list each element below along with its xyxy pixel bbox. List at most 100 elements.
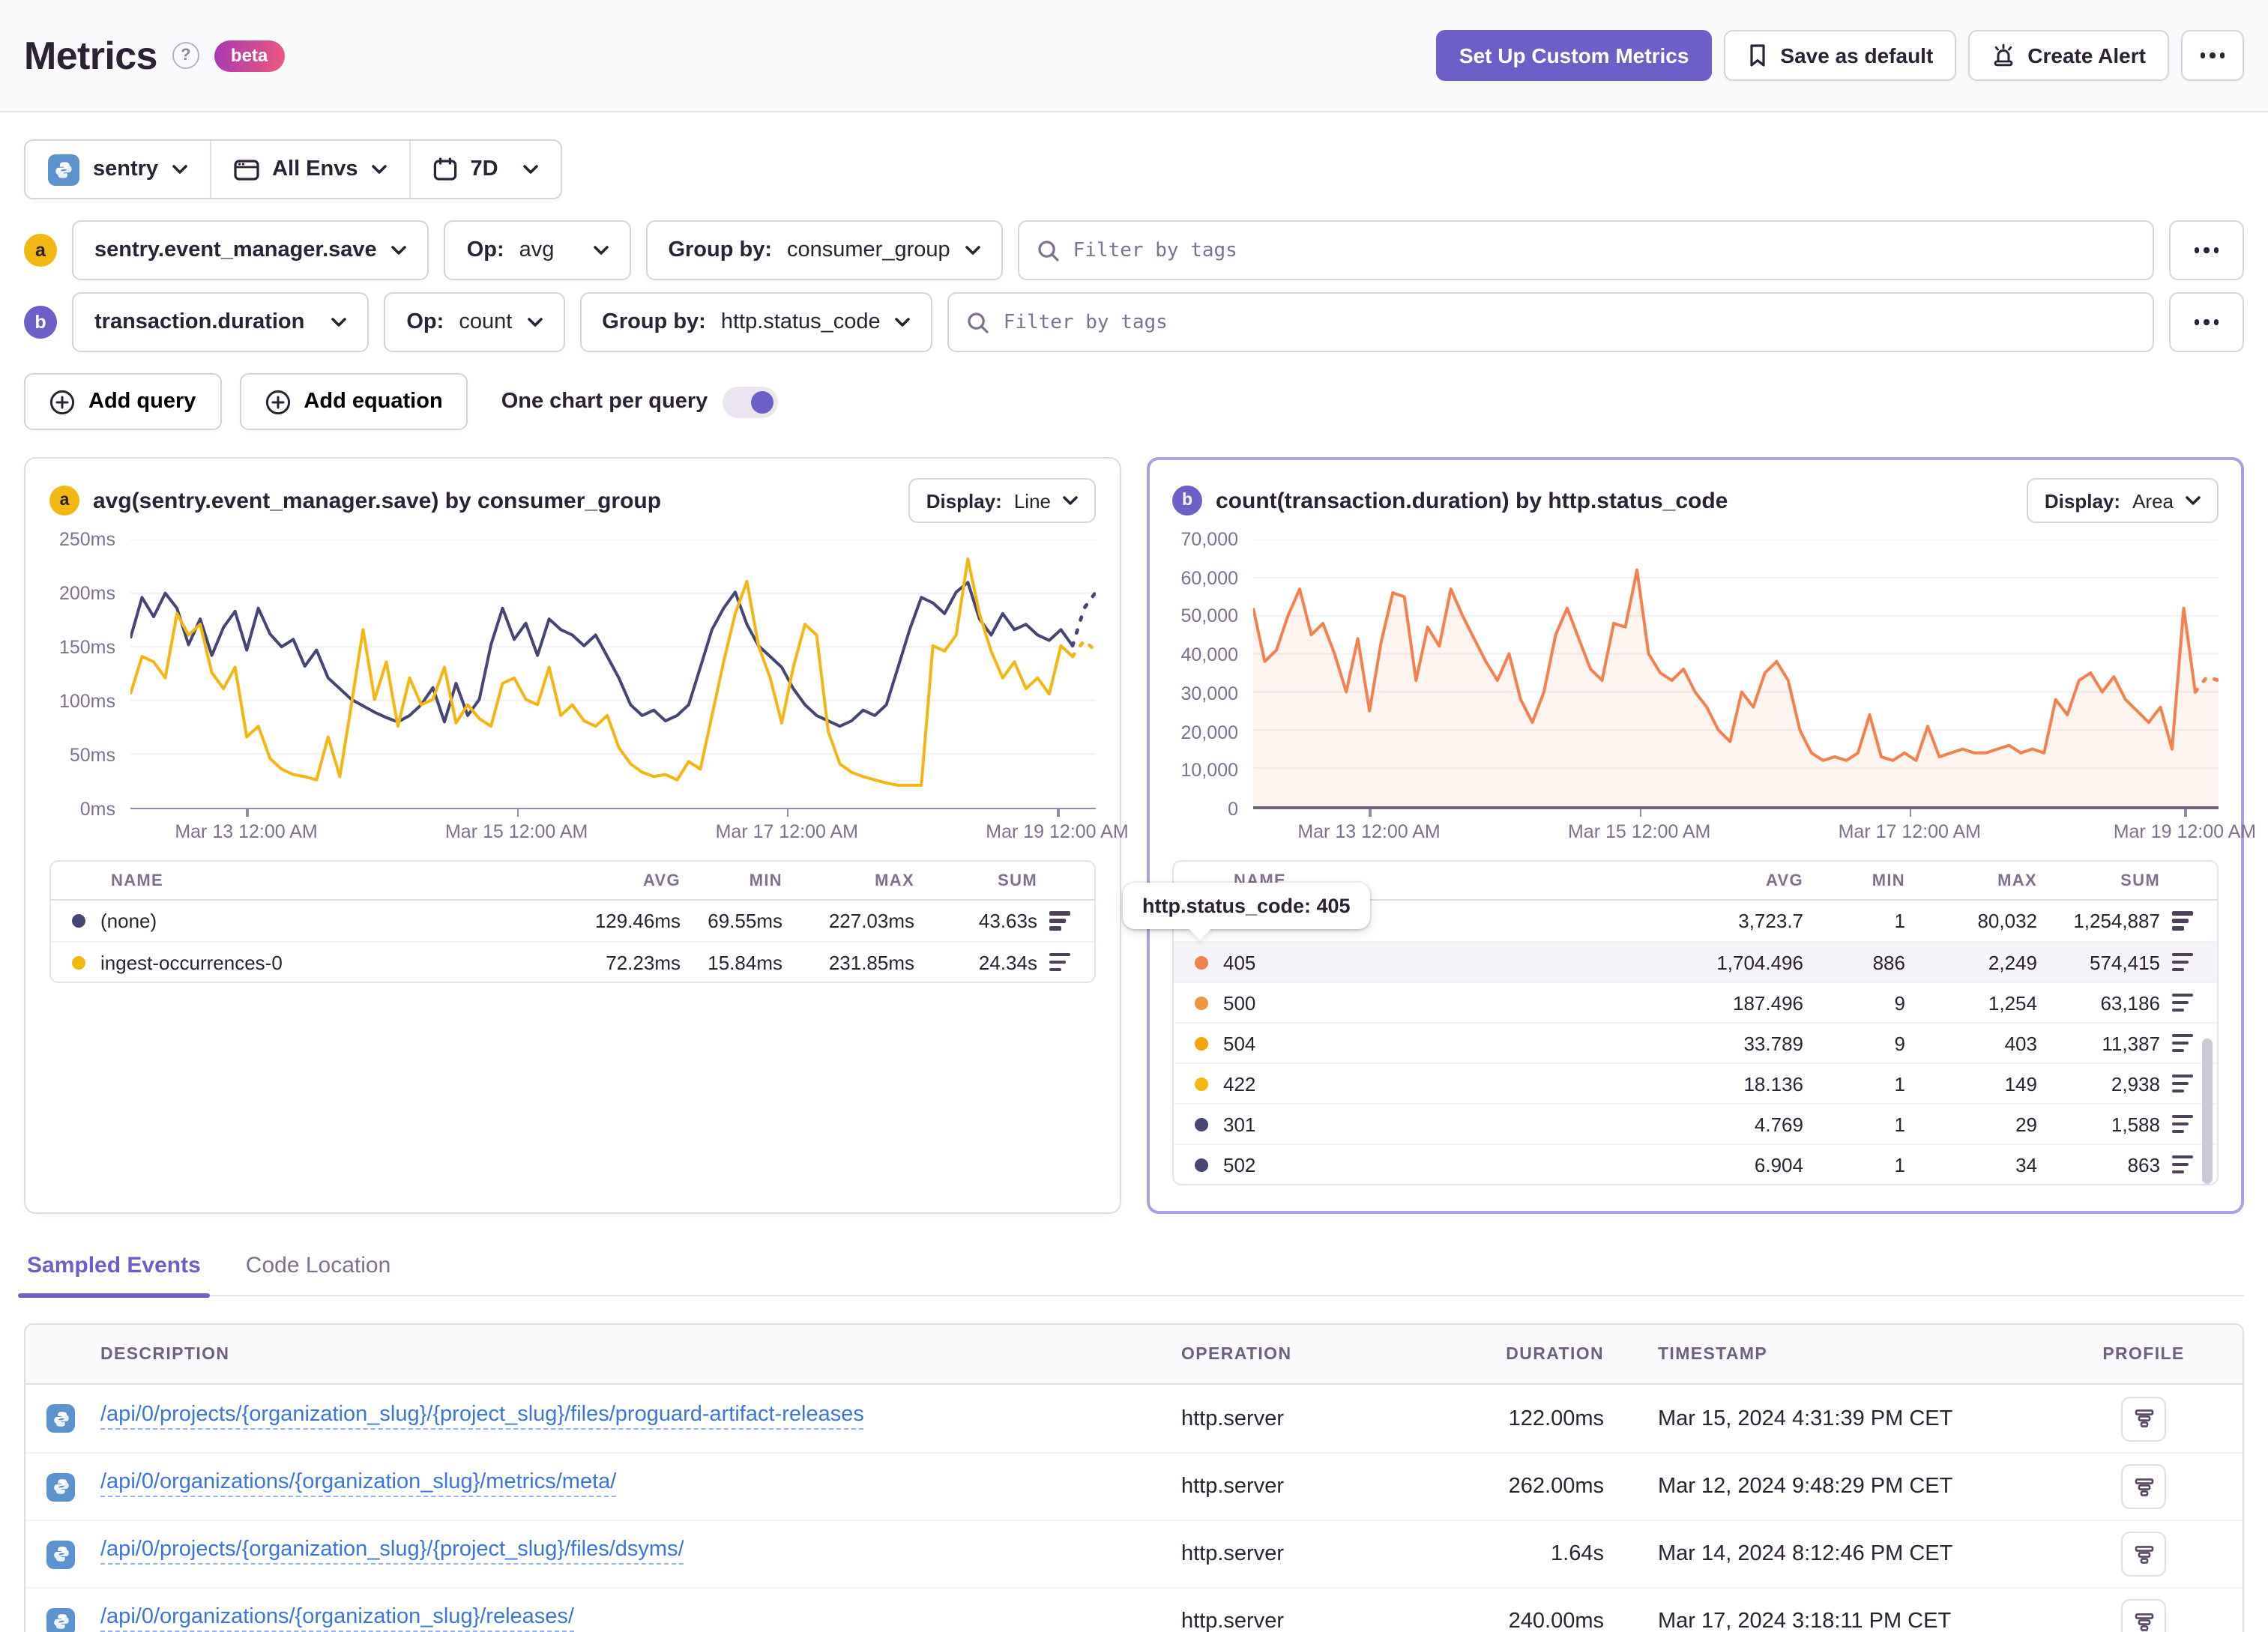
setup-custom-metrics-button[interactable]: Set Up Custom Metrics (1436, 30, 1712, 81)
series-row-405[interactable]: 405 1,704.496 886 2,249 574,415 (1174, 941, 2217, 982)
series-focus-icon[interactable] (2160, 952, 2217, 972)
query-actions-row: Add query Add equation One chart per que… (24, 373, 2244, 430)
python-project-icon (46, 1404, 75, 1433)
query-more-button-b[interactable] (2169, 292, 2244, 352)
query-row-b: b transaction.duration Op: count Group by… (24, 292, 2244, 352)
series-row-502[interactable]: 502 6.904 1 34 863 (1174, 1143, 2217, 1184)
event-description-link[interactable]: /api/0/projects/{organization_slug}/{pro… (100, 1402, 864, 1429)
series-focus-icon[interactable] (2160, 993, 2217, 1012)
series-row-422[interactable]: 422 18.136 1 149 2,938 (1174, 1063, 2217, 1103)
python-project-icon (48, 154, 79, 185)
one-chart-toggle[interactable] (723, 386, 779, 417)
chart-a-x-axis: Mar 13 12:00 AM Mar 15 12:00 AM Mar 17 12:… (130, 809, 1129, 848)
series-focus-icon[interactable] (2160, 1114, 2217, 1134)
query-row-a: a sentry.event_manager.save Op: avg Group… (24, 220, 2244, 280)
event-timestamp: Mar 15, 2024 4:31:39 PM CET (1658, 1406, 1953, 1430)
project-selector[interactable]: sentry (25, 141, 209, 198)
chart-a-series-table: NAME AVG MIN MAX SUM (none) 129.46ms 69.… (49, 860, 1096, 983)
chart-a-header: a avg(sentry.event_manager.save) by cons… (49, 478, 1096, 523)
series-row-none[interactable]: (none) 129.46ms 69.55ms 227.03ms 43.63s (51, 901, 1094, 941)
series-row-500[interactable]: 500 187.496 9 1,254 63,186 (1174, 982, 2217, 1022)
event-row: /api/0/organizations/{organization_slug}… (25, 1452, 2243, 1520)
tag-filter-input-b[interactable] (1003, 311, 2135, 333)
environment-selector[interactable]: All Envs (209, 141, 408, 198)
chart-b-title: count(transaction.duration) by http.stat… (1216, 488, 1728, 513)
profile-button[interactable] (2121, 1532, 2166, 1577)
date-range-selector[interactable]: 7D (408, 141, 561, 198)
add-equation-button[interactable]: Add equation (239, 373, 468, 430)
profile-button[interactable] (2121, 1599, 2166, 1632)
query-badge-a: a (24, 234, 57, 267)
charts-row: a avg(sentry.event_manager.save) by cons… (24, 457, 2256, 1214)
event-row: /api/0/organizations/{organization_slug}… (25, 1587, 2243, 1632)
series-color-dot (1195, 1158, 1208, 1171)
series-row-hidden[interactable]: 3,723.7 1 80,032 1,254,887 (1174, 901, 2217, 941)
hover-tooltip: http.status_code: 405 (1123, 883, 1370, 940)
chart-a-display-select[interactable]: Display: Line (908, 478, 1096, 523)
op-select-a[interactable]: Op: avg (444, 220, 631, 280)
siren-icon (1993, 43, 2012, 67)
chart-panel-b[interactable]: http.status_code: 405 b count(transactio… (1123, 457, 2256, 1214)
groupby-select-b[interactable]: Group by: http.status_code (579, 292, 933, 352)
chart-a-plot[interactable] (130, 540, 1096, 809)
ellipsis-icon (2194, 247, 2219, 253)
series-focus-icon[interactable] (1037, 911, 1094, 931)
series-focus-icon[interactable] (2160, 1074, 2217, 1093)
calendar-icon (433, 157, 456, 181)
chevron-down-icon (371, 165, 387, 174)
toggle-knob (751, 390, 774, 413)
tab-code-location[interactable]: Code Location (245, 1253, 391, 1278)
event-timestamp: Mar 12, 2024 9:48:29 PM CET (1658, 1475, 1953, 1499)
series-focus-icon[interactable] (1037, 952, 1094, 972)
groupby-select-a[interactable]: Group by: consumer_group (645, 220, 1003, 280)
op-select-b[interactable]: Op: count (384, 292, 565, 352)
window-icon (233, 159, 259, 180)
chart-b-plot[interactable] (1253, 540, 2219, 809)
event-description-link[interactable]: /api/0/organizations/{organization_slug}… (100, 1605, 574, 1632)
series-row-301[interactable]: 301 4.769 1 29 1,588 (1174, 1103, 2217, 1143)
metric-select-a[interactable]: sentry.event_manager.save (72, 220, 429, 280)
series-table-header: NAME AVG MIN MAX SUM (51, 862, 1094, 901)
event-description-link[interactable]: /api/0/projects/{organization_slug}/{pro… (100, 1538, 684, 1565)
help-icon[interactable]: ? (172, 42, 199, 69)
python-project-icon (46, 1472, 75, 1501)
add-query-button[interactable]: Add query (24, 373, 222, 430)
create-alert-button[interactable]: Create Alert (1967, 30, 2168, 81)
tag-filter-input-a[interactable] (1073, 239, 2135, 262)
query-more-button-a[interactable] (2169, 220, 2244, 280)
date-range-value: 7D (470, 157, 498, 181)
search-icon (1038, 240, 1059, 261)
profiling-icon (2134, 1478, 2153, 1496)
header-actions: Set Up Custom Metrics Save as default Cr… (1436, 30, 2244, 81)
chevron-down-icon (2186, 496, 2201, 505)
profiling-icon (2134, 1613, 2153, 1631)
series-focus-icon[interactable] (2160, 911, 2217, 931)
table-scrollbar-thumb[interactable] (2202, 1039, 2213, 1184)
event-operation: http.server (1181, 1406, 1284, 1430)
series-color-dot (1195, 996, 1208, 1009)
chevron-down-icon (527, 318, 543, 327)
circle-plus-icon (49, 389, 75, 414)
save-as-default-button[interactable]: Save as default (1723, 30, 1956, 81)
chart-b-display-select[interactable]: Display: Area (2026, 478, 2219, 523)
series-focus-icon[interactable] (2160, 1155, 2217, 1174)
profiling-icon (2134, 1545, 2153, 1563)
series-row-ingest-occurrences[interactable]: ingest-occurrences-0 72.23ms 15.84ms 231… (51, 941, 1094, 982)
metric-select-b[interactable]: transaction.duration (72, 292, 370, 352)
project-name: sentry (93, 157, 159, 181)
event-row: /api/0/projects/{organization_slug}/{pro… (25, 1520, 2243, 1587)
tab-sampled-events[interactable]: Sampled Events (18, 1253, 210, 1298)
event-description-link[interactable]: /api/0/organizations/{organization_slug}… (100, 1470, 617, 1497)
header-more-button[interactable] (2180, 30, 2244, 81)
chart-panel-a[interactable]: a avg(sentry.event_manager.save) by cons… (24, 457, 1129, 1214)
series-row-504[interactable]: 504 33.789 9 403 11,387 (1174, 1022, 2217, 1063)
event-operation: http.server (1181, 1610, 1284, 1632)
profile-button[interactable] (2121, 1396, 2166, 1441)
profile-button[interactable] (2121, 1464, 2166, 1509)
chevron-down-icon (523, 165, 539, 174)
series-focus-icon[interactable] (2160, 1033, 2217, 1053)
python-project-icon (46, 1607, 75, 1632)
event-operation: http.server (1181, 1475, 1284, 1499)
events-table-header: DESCRIPTION OPERATION DURATION TIMESTAMP… (25, 1325, 2243, 1385)
